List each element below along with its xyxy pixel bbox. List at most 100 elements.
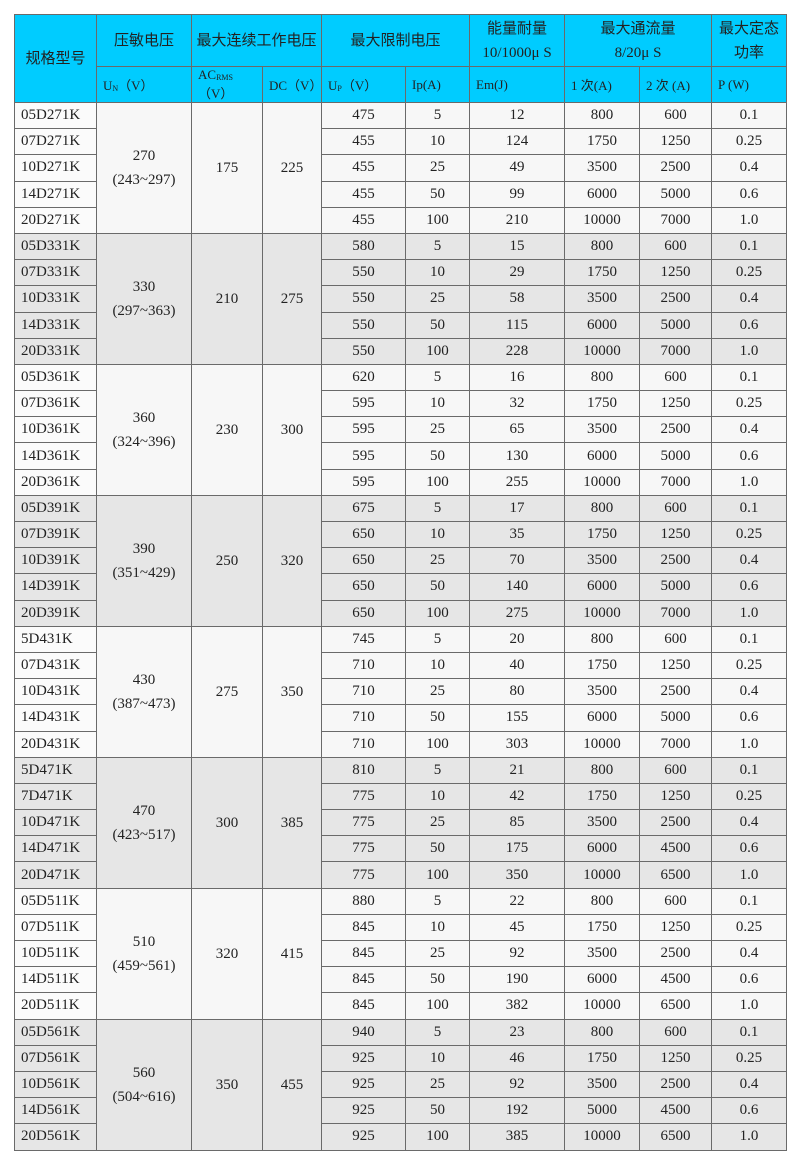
- cell-surge-twice: 6500: [639, 1123, 713, 1151]
- un-unit: （V）: [118, 78, 154, 93]
- cell-peak-current: 25: [405, 547, 471, 575]
- cell-ac-voltage: 230: [191, 363, 263, 496]
- cell-model: 20D361K: [14, 468, 97, 496]
- cell-model: 07D511K: [14, 913, 97, 942]
- cell-energy: 42: [469, 782, 566, 811]
- cell-surge-once: 800: [564, 1018, 641, 1046]
- table-row: 20D471K 775 100 350 10000 6500 1.0: [14, 861, 788, 889]
- cell-surge-once: 6000: [564, 835, 641, 863]
- table-row: 14D511K 845 50 190 6000 4500 0.6: [14, 966, 788, 994]
- table-row: 5D471K 470 (423~517) 300 385 810 5 21 800 600 0.1: [14, 756, 788, 889]
- cell-energy: 155: [469, 704, 566, 732]
- cell-power: 0.1: [711, 363, 788, 392]
- cell-surge-once: 10000: [564, 1123, 641, 1151]
- cell-model: 14D511K: [14, 966, 97, 994]
- cell-surge-twice: 7000: [639, 730, 713, 758]
- table-row: 20D391K 650 100 275 10000 7000 1.0: [14, 599, 788, 627]
- header-max-surge-sub: 8/20μ S: [614, 44, 662, 61]
- header-em: Em(J): [469, 66, 566, 103]
- cell-peak-current: 10: [405, 520, 471, 549]
- cell-clamp-voltage: 880: [321, 887, 407, 915]
- cell-surge-once: 3500: [564, 809, 641, 837]
- table-row: 05D391K 390 (351~429) 250 320 675 5 17 800 600 0.1: [14, 494, 788, 627]
- cell-energy: 29: [469, 259, 566, 287]
- table-row: 5D431K 430 (387~473) 275 350 745 5 20 800 600 0.1: [14, 625, 788, 758]
- cell-peak-current: 50: [405, 311, 471, 339]
- table-row: 7D471K 775 10 42 1750 1250 0.25: [14, 782, 788, 811]
- voltage-range: (504~616): [112, 1088, 176, 1105]
- cell-surge-once: 6000: [564, 311, 641, 339]
- cell-energy: 12: [469, 101, 566, 130]
- nominal-voltage: 330: [132, 278, 156, 295]
- cell-surge-once: 1750: [564, 651, 641, 680]
- cell-model: 05D361K: [14, 363, 97, 392]
- cell-peak-current: 100: [405, 599, 471, 627]
- cell-model: 14D331K: [14, 311, 97, 339]
- cell-clamp-voltage: 775: [321, 809, 407, 837]
- cell-dc-voltage: 300: [261, 363, 323, 496]
- cell-peak-current: 100: [405, 206, 471, 234]
- cell-surge-twice: 1250: [639, 390, 713, 418]
- cell-surge-twice: 2500: [639, 547, 713, 575]
- cell-energy: 275: [469, 599, 566, 627]
- cell-power: 0.25: [711, 390, 788, 418]
- varistor-spec-table: 规格型号 压敏电压 最大连续工作电压 最大限制电压 能量耐量 10/1000μ S…: [14, 14, 788, 1151]
- cell-surge-twice: 7000: [639, 468, 713, 496]
- voltage-range: (459~561): [112, 957, 176, 974]
- cell-varistor-voltage: 330 (297~363): [96, 232, 192, 365]
- cell-energy: 70: [469, 547, 566, 575]
- cell-energy: 22: [469, 887, 566, 915]
- cell-surge-twice: 7000: [639, 337, 713, 365]
- cell-surge-twice: 5000: [639, 573, 713, 601]
- table-row: 07D391K 650 10 35 1750 1250 0.25: [14, 520, 788, 549]
- cell-clamp-voltage: 455: [321, 128, 407, 156]
- table-row: 14D431K 710 50 155 6000 5000 0.6: [14, 704, 788, 732]
- cell-clamp-voltage: 550: [321, 285, 407, 313]
- cell-model: 07D331K: [14, 259, 97, 287]
- cell-clamp-voltage: 475: [321, 101, 407, 130]
- cell-energy: 40: [469, 651, 566, 680]
- cell-ac-voltage: 320: [191, 887, 263, 1020]
- cell-surge-once: 3500: [564, 678, 641, 706]
- cell-surge-once: 1750: [564, 1044, 641, 1072]
- cell-surge-twice: 600: [639, 101, 713, 130]
- cell-peak-current: 25: [405, 154, 471, 182]
- cell-peak-current: 50: [405, 835, 471, 863]
- cell-surge-twice: 1250: [639, 782, 713, 811]
- cell-dc-voltage: 320: [261, 494, 323, 627]
- header-energy: 能量耐量 10/1000μ S: [469, 14, 566, 67]
- header-row-1: 规格型号 压敏电压 最大连续工作电压 最大限制电压 能量耐量 10/1000μ S…: [14, 14, 788, 103]
- cell-power: 0.1: [711, 756, 788, 784]
- nominal-voltage: 360: [132, 409, 156, 426]
- cell-clamp-voltage: 745: [321, 625, 407, 653]
- cell-surge-once: 1750: [564, 128, 641, 156]
- cell-surge-once: 1750: [564, 390, 641, 418]
- cell-peak-current: 5: [405, 232, 471, 261]
- voltage-range: (351~429): [112, 564, 176, 581]
- cell-model: 10D391K: [14, 547, 97, 575]
- header-max-surge-title: 最大通流量: [600, 20, 676, 37]
- cell-dc-voltage: 415: [261, 887, 323, 1020]
- cell-ac-voltage: 210: [191, 232, 263, 365]
- cell-power: 0.6: [711, 311, 788, 339]
- table-row: 07D561K 925 10 46 1750 1250 0.25: [14, 1044, 788, 1072]
- table-body: 05D271K 270 (243~297) 175 225 475 5 12 800 600 0.1…: [14, 101, 788, 1151]
- cell-power: 1.0: [711, 1123, 788, 1151]
- cell-clamp-voltage: 650: [321, 520, 407, 549]
- cell-model: 05D271K: [14, 101, 97, 130]
- cell-surge-twice: 4500: [639, 966, 713, 994]
- header-ip: Ip(A): [405, 66, 471, 103]
- cell-energy: 17: [469, 494, 566, 523]
- cell-energy: 80: [469, 678, 566, 706]
- cell-power: 1.0: [711, 337, 788, 365]
- cell-surge-twice: 5000: [639, 704, 713, 732]
- table-row: 10D271K 455 25 49 3500 2500 0.4: [14, 154, 788, 182]
- header-max-clamp-voltage: 最大限制电压: [321, 14, 471, 67]
- cell-model: 07D431K: [14, 651, 97, 680]
- nominal-voltage: 510: [132, 933, 156, 950]
- cell-model: 07D391K: [14, 520, 97, 549]
- up-unit: （V）: [341, 78, 378, 93]
- cell-power: 0.25: [711, 1044, 788, 1072]
- cell-power: 0.6: [711, 966, 788, 994]
- cell-power: 0.4: [711, 547, 788, 575]
